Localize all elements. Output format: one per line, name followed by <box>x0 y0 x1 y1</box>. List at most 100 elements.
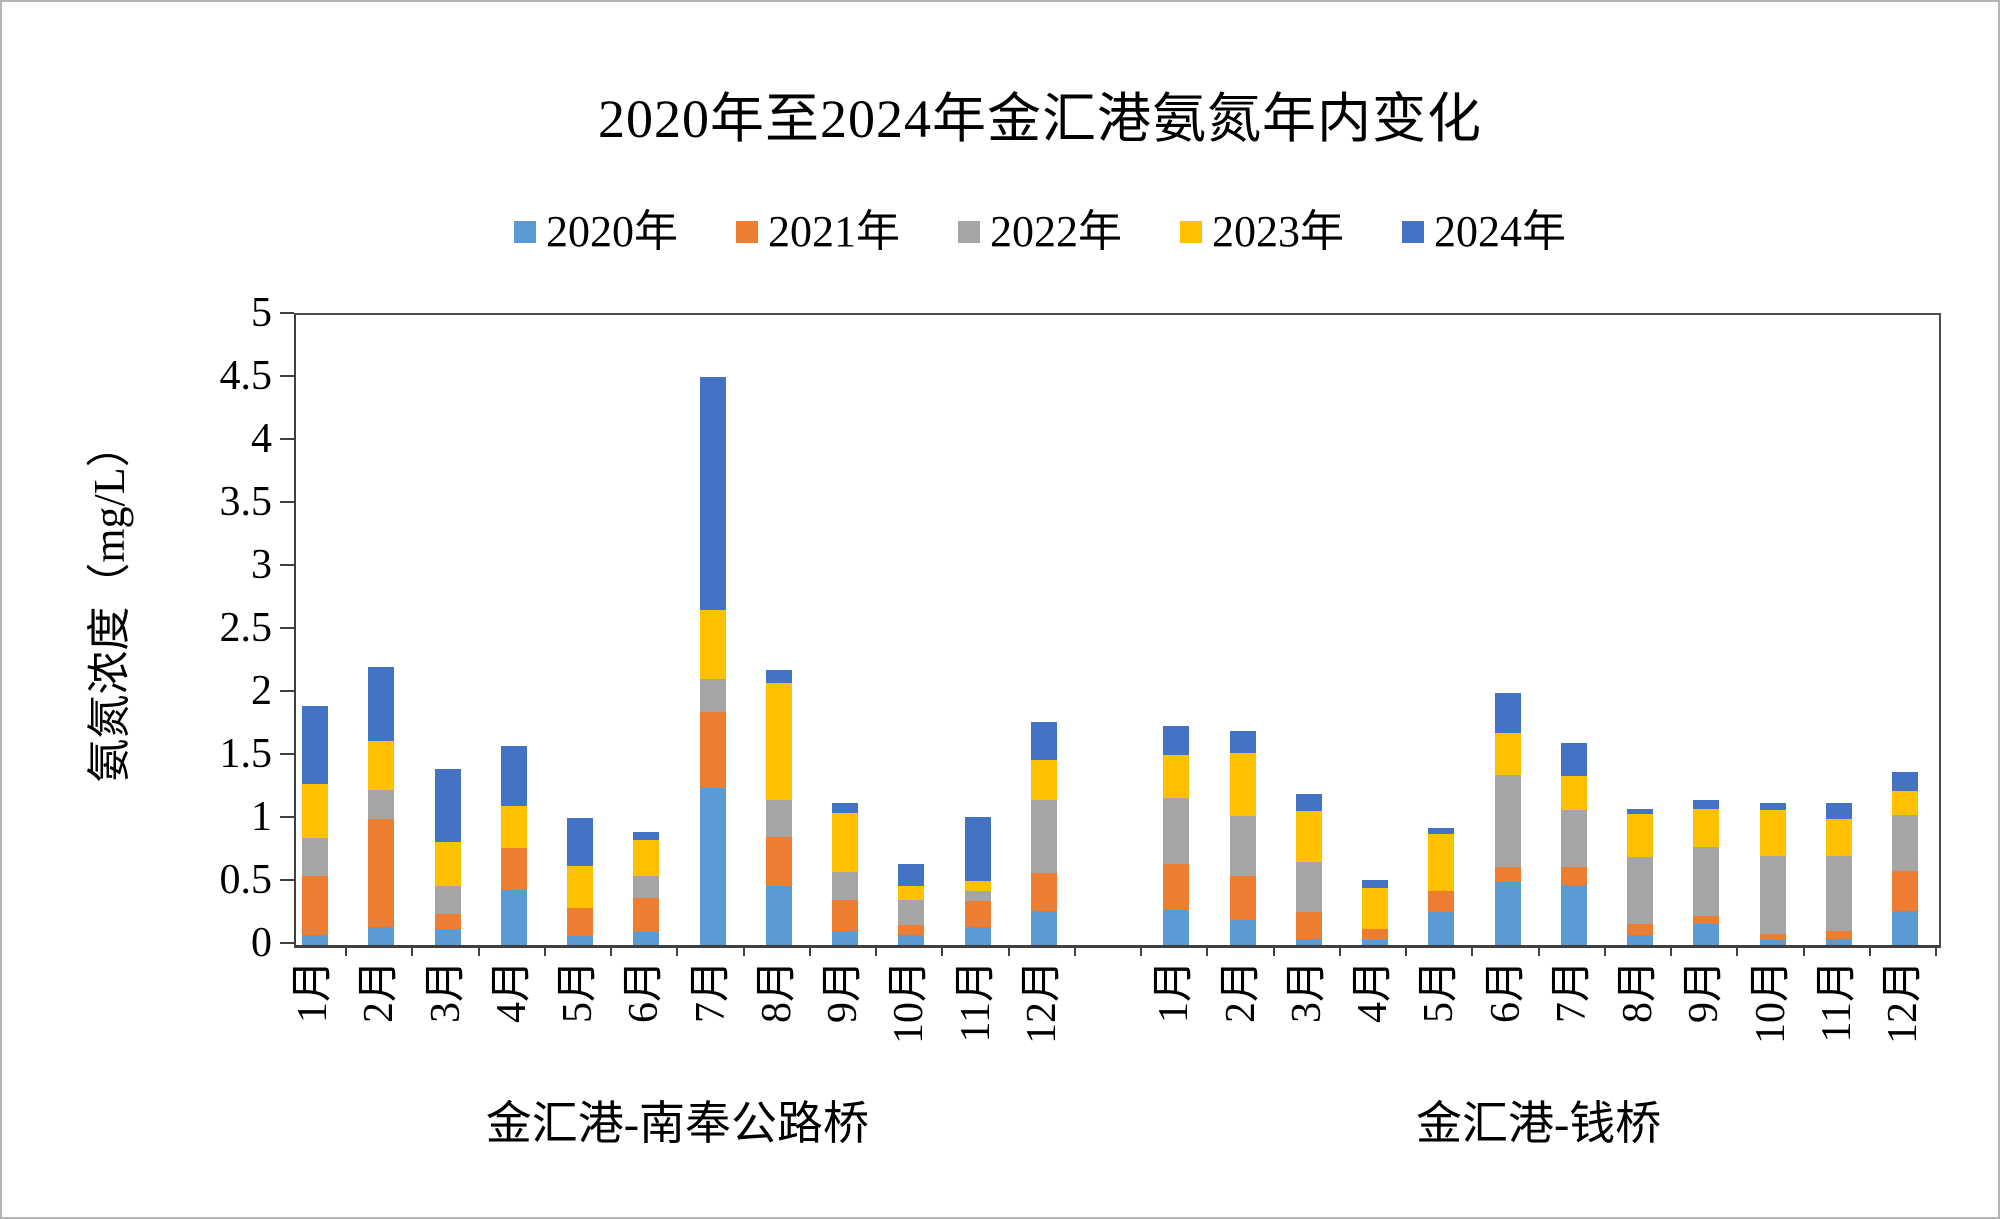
bar-segment-2022年 <box>633 875 660 899</box>
bar-金汇港-南奉公路桥-11月 <box>964 315 991 945</box>
bar-segment-2023年 <box>368 740 395 791</box>
bar-segment-2021年 <box>567 908 593 937</box>
chart-title: 2020年至2024年金汇港氨氮年内变化 <box>598 89 1482 149</box>
bar-segment-2021年 <box>832 899 858 932</box>
x-tick-label-4月: 4月 <box>488 960 535 1024</box>
bar-segment-2023年 <box>1892 791 1918 816</box>
bar-segment-2020年 <box>1892 910 1918 945</box>
bar-segment-2021年 <box>964 900 991 928</box>
x-tick-label-2月: 2月 <box>1217 960 1264 1024</box>
bar-segment-2024年 <box>1295 793 1322 812</box>
y-tick-mark <box>280 438 294 440</box>
y-tick-mark <box>280 375 294 377</box>
bar-segment-2021年 <box>368 819 395 928</box>
bar-segment-2024年 <box>898 864 925 886</box>
bar-segment-2024年 <box>1229 730 1256 754</box>
bar-segment-2022年 <box>1627 856 1653 924</box>
x-tick-label-1月: 1月 <box>290 960 336 1024</box>
bar-segment-2023年 <box>1163 754 1190 798</box>
x-tick-label-9月: 9月 <box>1681 960 1728 1024</box>
bar-segment-2024年 <box>832 802 858 813</box>
bar-segment-2020年 <box>500 889 527 945</box>
bar-segment-2024年 <box>1825 802 1852 819</box>
bar-segment-2022年 <box>765 800 792 837</box>
bar-segment-2020年 <box>1627 934 1653 945</box>
y-tick-mark <box>280 942 294 944</box>
bar-segment-2022年 <box>1494 774 1521 867</box>
y-tick-label: 0 <box>251 920 272 966</box>
legend-item-2024年: 2024年 <box>1402 210 1566 254</box>
y-tick-label: 4.5 <box>219 353 273 399</box>
x-tick-mark <box>1868 946 1871 956</box>
bar-segment-2020年 <box>1428 912 1455 945</box>
y-tick-mark <box>280 753 294 755</box>
x-tick-label-7月: 7月 <box>1548 960 1595 1024</box>
legend-item-2023年: 2023年 <box>1180 210 1344 254</box>
bar-segment-2023年 <box>832 812 858 872</box>
bar-segment-2024年 <box>434 768 461 842</box>
bar-segment-2022年 <box>1030 800 1057 874</box>
bar-segment-2024年 <box>1494 693 1521 734</box>
bar-segment-2021年 <box>1295 912 1322 939</box>
x-tick-mark <box>1405 946 1408 956</box>
bar-金汇港-钱桥-9月 <box>1693 315 1720 945</box>
bar-segment-2022年 <box>1560 810 1587 867</box>
bar-金汇港-钱桥-12月 <box>1892 315 1918 945</box>
group-label-2: 金汇港-钱桥 <box>1415 1098 1662 1149</box>
bar-segment-2024年 <box>1892 772 1918 792</box>
x-tick-label-10月: 10月 <box>1747 960 1794 1045</box>
bar-segment-2024年 <box>699 376 726 610</box>
bar-segment-2021年 <box>1163 864 1190 910</box>
x-tick-label-7月: 7月 <box>687 960 734 1024</box>
bar-segment-2021年 <box>633 898 660 933</box>
bar-segment-2020年 <box>1825 938 1852 945</box>
x-tick-mark <box>1140 946 1143 956</box>
bar-segment-2020年 <box>898 934 925 945</box>
bar-金汇港-钱桥-8月 <box>1627 315 1653 945</box>
x-tick-mark <box>1073 946 1076 956</box>
x-tick-label-8月: 8月 <box>753 960 800 1024</box>
bar-segment-2022年 <box>302 837 328 876</box>
bar-segment-2020年 <box>1560 884 1587 945</box>
bar-segment-2021年 <box>1560 866 1587 885</box>
bar-金汇港-南奉公路桥-7月 <box>699 315 726 945</box>
x-tick-mark <box>543 946 546 956</box>
bar-segment-2022年 <box>1759 855 1786 934</box>
x-tick-mark <box>1272 946 1275 956</box>
legend-label: 2021年 <box>768 207 900 256</box>
x-tick-mark <box>1935 946 1938 956</box>
x-tick-label-6月: 6月 <box>621 960 668 1024</box>
y-tick-mark <box>280 564 294 566</box>
x-tick-mark <box>1603 946 1606 956</box>
x-tick-mark <box>941 946 944 956</box>
legend-label: 2022年 <box>990 207 1122 256</box>
x-tick-label-6月: 6月 <box>1482 960 1529 1024</box>
bar-segment-2021年 <box>1693 916 1720 924</box>
bar-segment-2022年 <box>434 885 461 914</box>
x-tick-label-11月: 11月 <box>1813 960 1860 1043</box>
bar-金汇港-钱桥-6月 <box>1494 315 1521 945</box>
bar-segment-2020年 <box>699 787 726 945</box>
bar-金汇港-南奉公路桥-10月 <box>898 315 925 945</box>
bar-segment-2024年 <box>1163 725 1190 755</box>
y-tick-label: 0.5 <box>219 857 273 903</box>
x-tick-mark <box>477 946 480 956</box>
bar-segment-2023年 <box>1362 888 1388 929</box>
bar-segment-2021年 <box>765 836 792 886</box>
bar-segment-2022年 <box>898 899 925 925</box>
bar-segment-2021年 <box>1825 931 1852 939</box>
bar-金汇港-南奉公路桥-4月 <box>500 315 527 945</box>
x-tick-mark <box>610 946 613 956</box>
bar-segment-2021年 <box>1030 873 1057 911</box>
bar-segment-2022年 <box>1163 797 1190 865</box>
x-tick-mark <box>1338 946 1341 956</box>
x-tick-label-1月: 1月 <box>1151 960 1198 1024</box>
bar-segment-2023年 <box>1560 776 1587 811</box>
x-tick-mark <box>411 946 414 956</box>
group-label-1: 金汇港-南奉公路桥 <box>485 1098 870 1149</box>
bar-segment-2024年 <box>302 705 328 784</box>
x-tick-mark <box>1736 946 1739 956</box>
x-tick-mark <box>1007 946 1010 956</box>
bar-segment-2021年 <box>1759 933 1786 940</box>
